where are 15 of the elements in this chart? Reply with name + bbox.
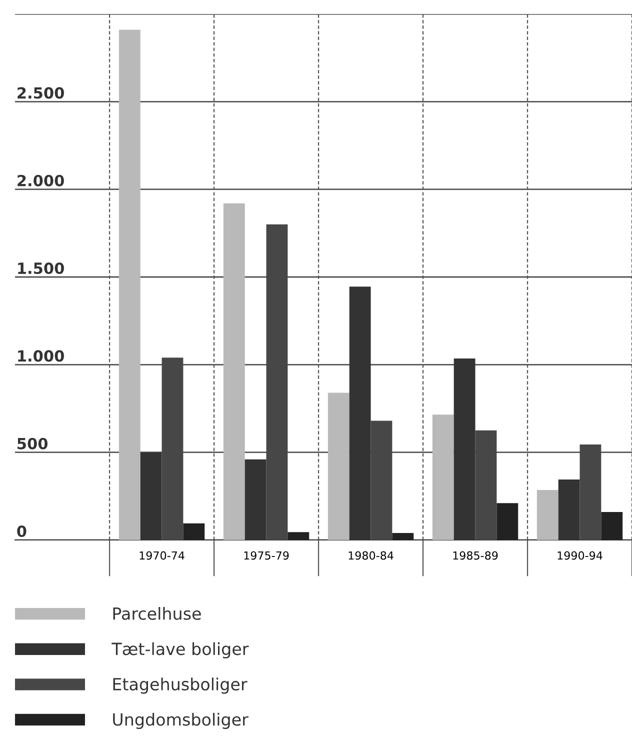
x-tick-label: 1970-74 <box>140 551 184 560</box>
x-tick-label: 1975-79 <box>244 551 289 560</box>
x-tick-label: 1990-94 <box>558 551 602 560</box>
legend-label: Etagehusboliger <box>113 678 248 694</box>
y-tick-label: 1.000 <box>18 350 64 362</box>
legend-label: Tæt-lave boliger <box>112 642 249 658</box>
y-tick-label: 0 <box>17 525 26 538</box>
y-tick-label: 500 <box>18 438 48 450</box>
y-tick-label: 1.500 <box>18 262 64 274</box>
y-tick-label: 2.500 <box>18 87 64 99</box>
y-tick-label: 2.000 <box>18 174 64 186</box>
x-tick-label: 1980-84 <box>348 551 394 560</box>
x-tick-label: 1985-89 <box>453 551 498 560</box>
legend-label: Parcelhuse <box>113 607 201 620</box>
legend-label: Ungdomsboliger <box>113 712 248 730</box>
